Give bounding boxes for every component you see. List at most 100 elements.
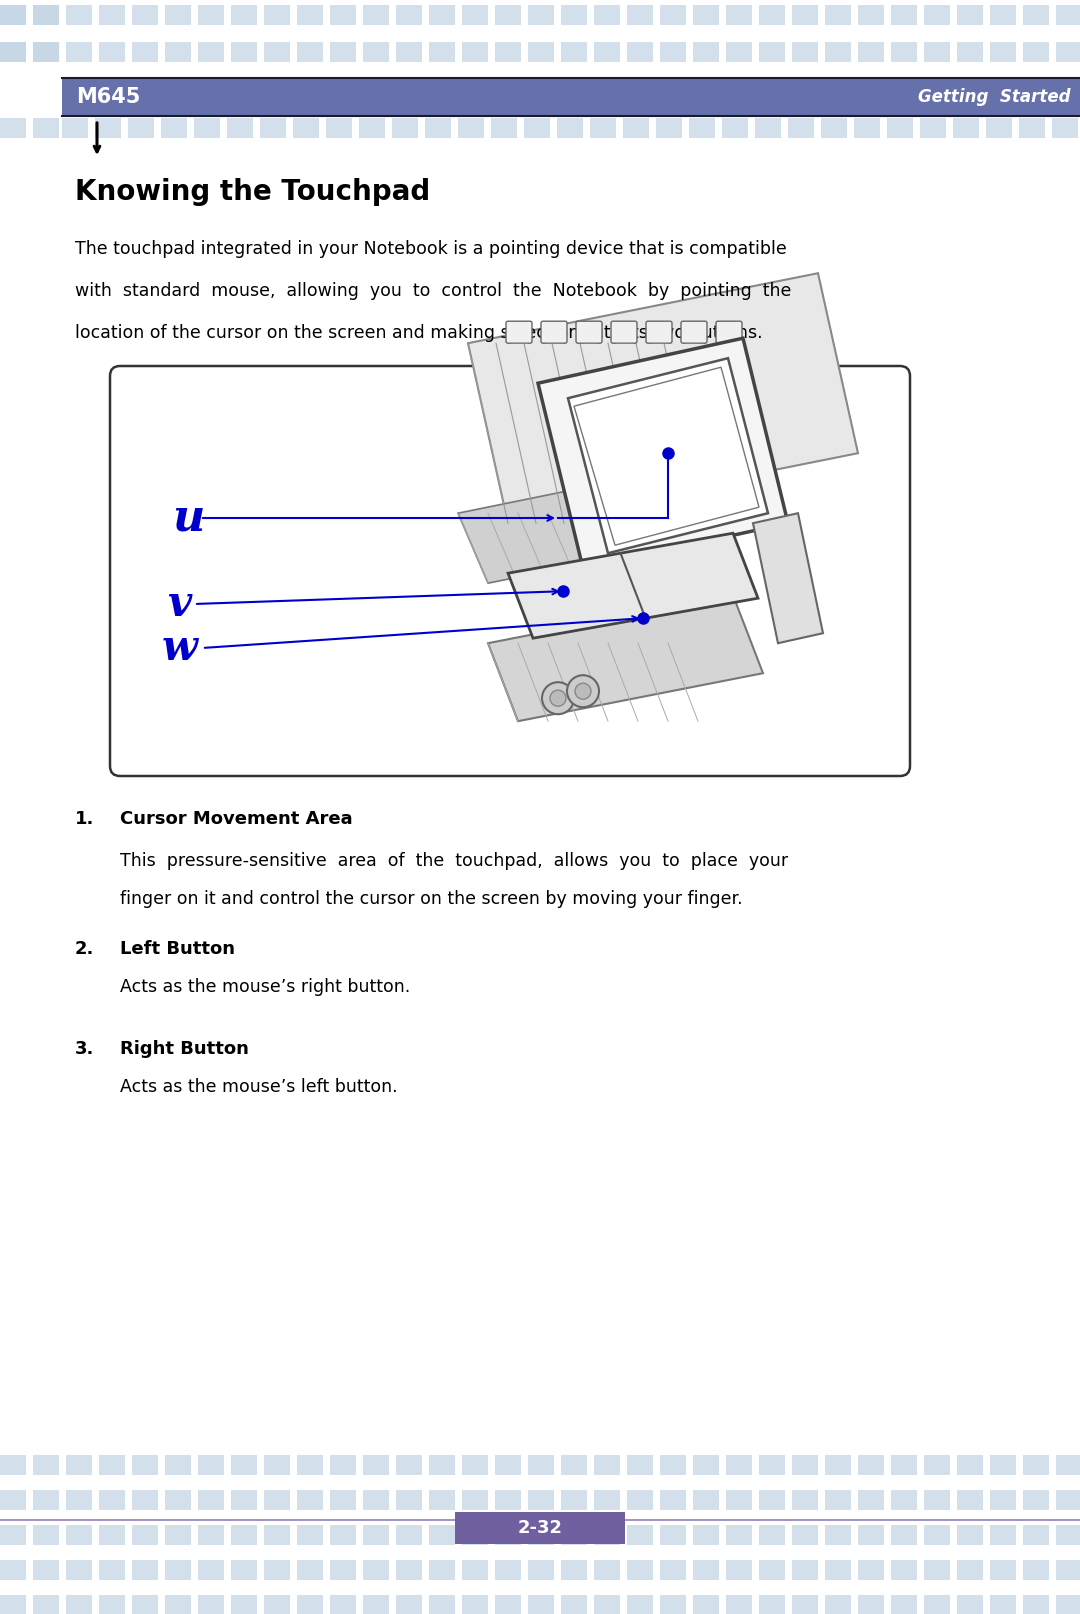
- Bar: [363, 1561, 389, 1580]
- Bar: [792, 1561, 818, 1580]
- Bar: [924, 1561, 950, 1580]
- Bar: [297, 1490, 323, 1511]
- Bar: [429, 1490, 455, 1511]
- Text: Getting  Started: Getting Started: [918, 89, 1070, 107]
- Bar: [293, 118, 319, 139]
- Bar: [759, 1490, 785, 1511]
- Bar: [33, 1454, 59, 1475]
- Bar: [0, 5, 26, 24]
- Bar: [66, 42, 92, 61]
- Text: Left Button: Left Button: [120, 939, 235, 959]
- Bar: [359, 118, 384, 139]
- Bar: [825, 42, 851, 61]
- Bar: [458, 118, 484, 139]
- Bar: [920, 118, 946, 139]
- Bar: [986, 118, 1012, 139]
- Bar: [594, 1454, 620, 1475]
- Bar: [528, 1454, 554, 1475]
- Bar: [594, 1595, 620, 1614]
- Bar: [297, 5, 323, 24]
- Bar: [660, 1595, 686, 1614]
- Bar: [590, 118, 616, 139]
- Bar: [462, 1561, 488, 1580]
- Bar: [297, 42, 323, 61]
- Text: Acts as the mouse’s right button.: Acts as the mouse’s right button.: [120, 978, 410, 996]
- Bar: [132, 1490, 158, 1511]
- Bar: [825, 1454, 851, 1475]
- Bar: [66, 1561, 92, 1580]
- Bar: [198, 1595, 224, 1614]
- Bar: [0, 118, 26, 139]
- Bar: [693, 42, 719, 61]
- Bar: [891, 1490, 917, 1511]
- Bar: [99, 1454, 125, 1475]
- Bar: [231, 1595, 257, 1614]
- Bar: [363, 1490, 389, 1511]
- Bar: [990, 1525, 1016, 1545]
- Text: 1.: 1.: [75, 810, 94, 828]
- Bar: [330, 1595, 356, 1614]
- Bar: [198, 42, 224, 61]
- Bar: [462, 1525, 488, 1545]
- Bar: [660, 1490, 686, 1511]
- Bar: [594, 42, 620, 61]
- Bar: [429, 5, 455, 24]
- Bar: [660, 42, 686, 61]
- Bar: [231, 5, 257, 24]
- Bar: [132, 1595, 158, 1614]
- Bar: [693, 1490, 719, 1511]
- Bar: [825, 1595, 851, 1614]
- Bar: [1023, 1561, 1049, 1580]
- Bar: [858, 5, 885, 24]
- Bar: [1023, 1454, 1049, 1475]
- Bar: [627, 1595, 653, 1614]
- Polygon shape: [538, 339, 788, 568]
- Circle shape: [542, 683, 573, 715]
- Bar: [264, 1561, 291, 1580]
- Bar: [594, 5, 620, 24]
- Bar: [924, 1595, 950, 1614]
- Bar: [957, 1595, 983, 1614]
- Bar: [990, 1561, 1016, 1580]
- Bar: [924, 1525, 950, 1545]
- Bar: [330, 1490, 356, 1511]
- Bar: [1023, 1525, 1049, 1545]
- Bar: [788, 118, 814, 139]
- Bar: [924, 5, 950, 24]
- Bar: [33, 42, 59, 61]
- Bar: [165, 5, 191, 24]
- Bar: [1023, 5, 1049, 24]
- Text: Right Button: Right Button: [120, 1039, 248, 1059]
- Bar: [33, 1490, 59, 1511]
- Bar: [264, 1525, 291, 1545]
- Bar: [726, 1490, 752, 1511]
- Bar: [821, 118, 847, 139]
- Bar: [726, 1525, 752, 1545]
- Bar: [297, 1595, 323, 1614]
- Polygon shape: [508, 533, 758, 638]
- Bar: [792, 42, 818, 61]
- Bar: [1023, 42, 1049, 61]
- Bar: [528, 1490, 554, 1511]
- Bar: [891, 1454, 917, 1475]
- Bar: [198, 5, 224, 24]
- Bar: [1056, 1595, 1080, 1614]
- Bar: [132, 1525, 158, 1545]
- Bar: [561, 1490, 588, 1511]
- Bar: [660, 5, 686, 24]
- Bar: [491, 118, 517, 139]
- Polygon shape: [488, 596, 762, 721]
- Bar: [528, 1561, 554, 1580]
- Bar: [0, 1525, 26, 1545]
- Bar: [561, 42, 588, 61]
- Bar: [429, 1561, 455, 1580]
- Bar: [231, 1525, 257, 1545]
- Bar: [33, 1561, 59, 1580]
- Polygon shape: [458, 454, 783, 583]
- Bar: [957, 1454, 983, 1475]
- Bar: [227, 118, 253, 139]
- Bar: [0, 1595, 26, 1614]
- Circle shape: [575, 683, 591, 699]
- Bar: [132, 5, 158, 24]
- Text: 2.: 2.: [75, 939, 94, 959]
